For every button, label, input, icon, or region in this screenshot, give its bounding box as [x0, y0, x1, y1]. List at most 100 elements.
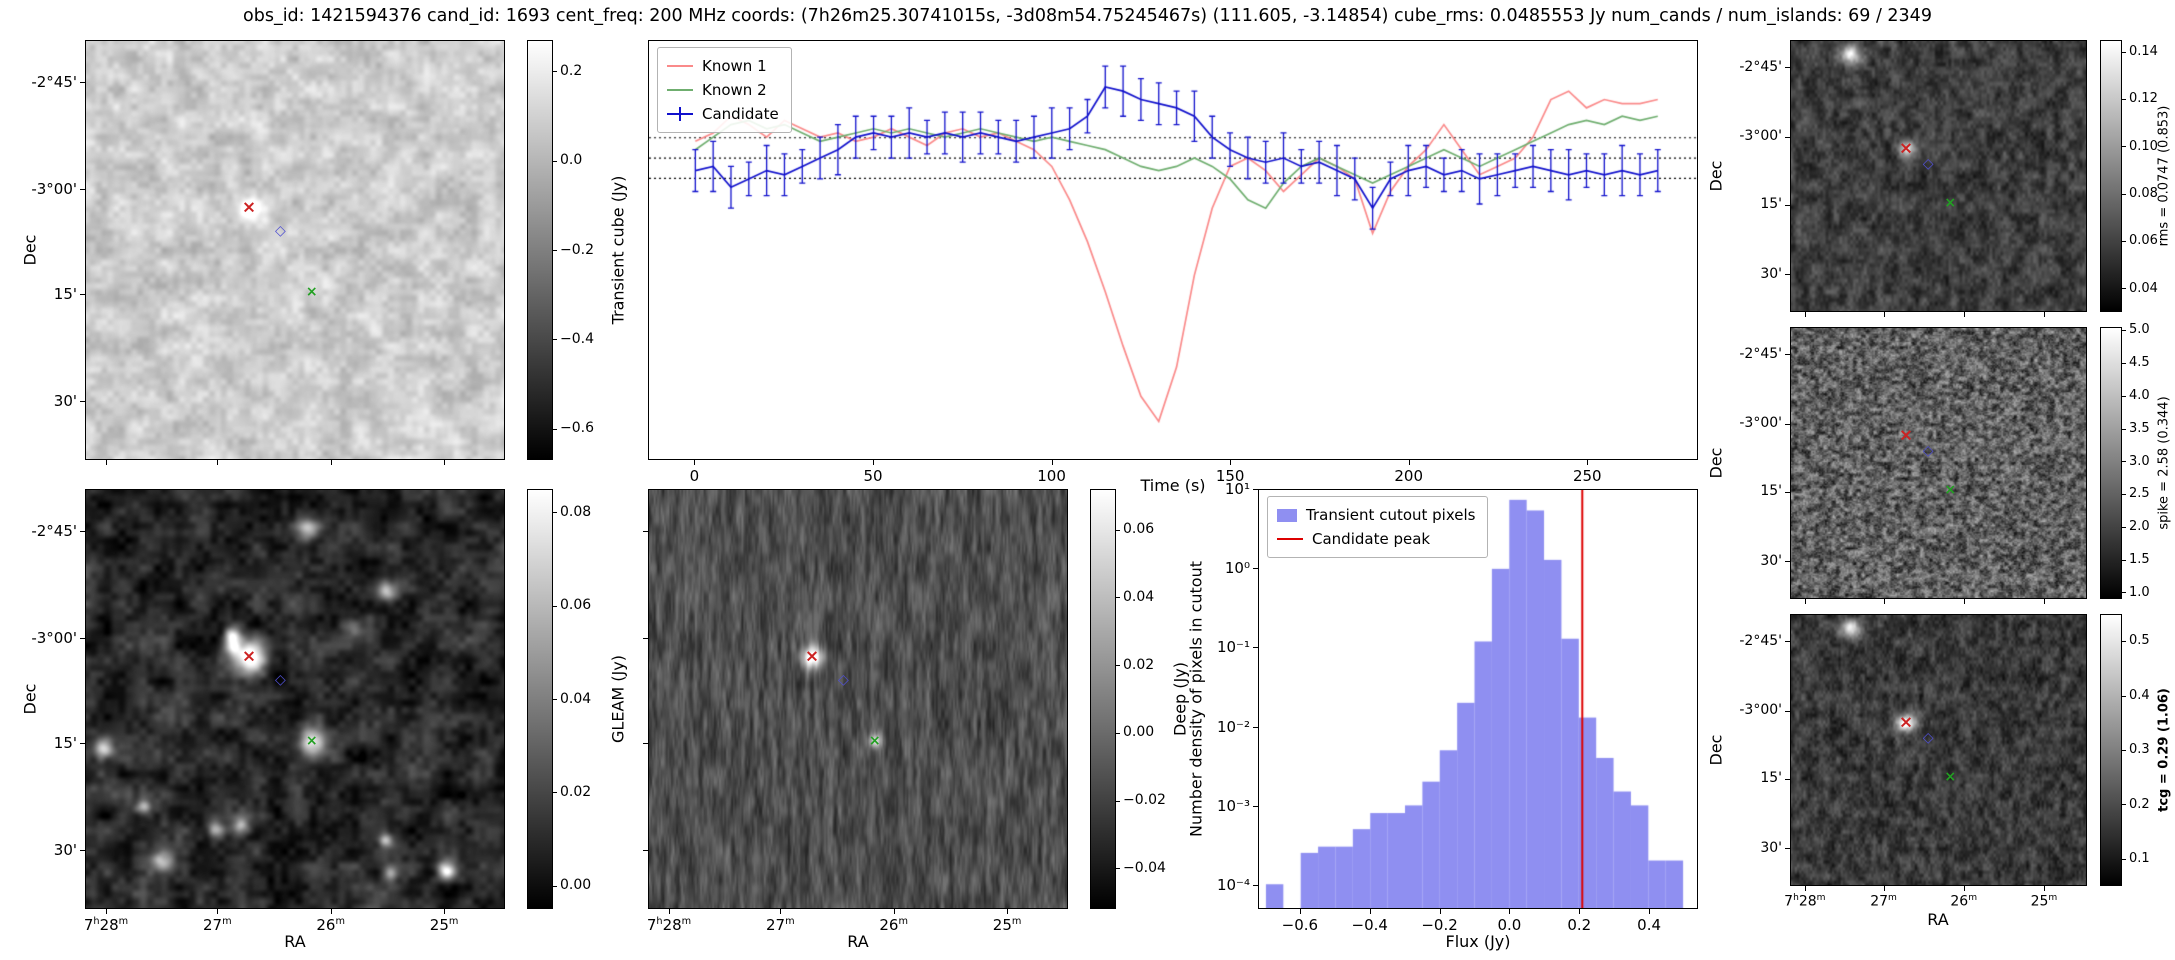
tick-label: 27m — [203, 916, 232, 934]
tick-mark — [2122, 461, 2126, 463]
tick-mark — [80, 401, 85, 403]
tick-mark — [1116, 665, 1120, 667]
tick-mark — [1116, 597, 1120, 599]
tick-mark — [106, 909, 107, 914]
tick-mark — [1253, 568, 1258, 570]
tick-mark — [1579, 909, 1581, 914]
tick-mark — [2122, 99, 2126, 101]
tick-mark — [1587, 460, 1589, 465]
tick-mark — [1785, 67, 1790, 69]
colorbar-tick-label: 0.08 — [560, 503, 592, 520]
tick-mark — [1804, 599, 1806, 604]
histogram-legend: Transient cutout pixels Candidate peak — [1267, 496, 1489, 558]
tick-label: -3°00' — [1739, 702, 1782, 719]
tick-label: 26m — [316, 916, 345, 934]
tcg-canvas — [1791, 615, 2086, 885]
tick-mark — [1299, 909, 1301, 914]
colorbar-tick-label: 0.1 — [2129, 851, 2150, 866]
ra-axis-label: RA — [284, 932, 306, 951]
tick-mark — [553, 339, 557, 341]
tick-mark — [1785, 423, 1790, 425]
tick-mark — [2122, 592, 2126, 594]
known2-line-swatch — [667, 89, 693, 91]
tick-label: −0.6 — [1281, 916, 1319, 934]
transient-cube-canvas — [86, 41, 504, 459]
colorbar-tick-label: 2.5 — [2129, 486, 2150, 502]
tick-label: -3°00' — [1739, 128, 1782, 145]
colorbar-gleam — [527, 489, 553, 909]
histogram-panel: Transient cutout pixels Candidate peak — [1258, 489, 1698, 909]
tick-mark — [217, 460, 219, 465]
tick-mark — [2122, 288, 2126, 290]
colorbar-tick-label: 0.2 — [560, 62, 583, 79]
tick-mark — [80, 82, 85, 83]
tick-mark — [893, 909, 895, 914]
tick-mark — [2043, 886, 2045, 891]
known1-line-swatch — [667, 65, 693, 67]
tick-mark — [1785, 273, 1790, 275]
tick-mark — [694, 460, 696, 465]
colorbar-tick-label: 0.06 — [560, 597, 592, 614]
tick-label: 25m — [992, 916, 1022, 934]
candidate-peak-line-swatch — [1277, 538, 1303, 540]
tick-mark — [80, 189, 85, 191]
tick-mark — [2043, 312, 2045, 317]
colorbar-tick-label: 0.00 — [560, 877, 592, 894]
legend-label: Known 2 — [702, 81, 767, 99]
colorbar-tick-label: 0.04 — [560, 690, 592, 707]
tick-mark — [1649, 909, 1651, 914]
tick-mark — [80, 294, 85, 296]
tick-mark — [1804, 312, 1806, 317]
tick-mark — [2122, 363, 2126, 365]
tick-mark — [217, 909, 219, 914]
tick-mark — [553, 160, 557, 162]
tick-mark — [1785, 136, 1790, 138]
tick-label: 0.4 — [1637, 916, 1662, 934]
tick-mark — [2122, 559, 2126, 561]
time-axis-label: Time (s) — [1140, 476, 1206, 495]
colorbar-tick-label: 1.0 — [2129, 584, 2150, 600]
tick-label: 7h28m — [1784, 893, 1826, 910]
tick-mark — [80, 743, 85, 745]
tick-mark — [2122, 804, 2126, 806]
spike-map: × ◇ × — [1790, 327, 2087, 599]
tick-mark — [553, 885, 557, 887]
legend-label: Known 1 — [702, 57, 767, 75]
tick-label: 30' — [1760, 265, 1782, 282]
colorbar-tick-label: 0.02 — [560, 783, 592, 800]
colorbar-tick-label: 1.5 — [2129, 551, 2150, 567]
tick-mark — [553, 250, 557, 251]
lightcurve-legend: Known 1 Known 2 Candidate — [657, 47, 792, 133]
colorbar-tick-label: 0.08 — [2129, 185, 2158, 201]
deep-canvas — [649, 490, 1067, 908]
tick-mark — [1230, 460, 1232, 465]
tick-mark — [780, 909, 782, 914]
tick-label: -2°45' — [1739, 632, 1782, 649]
ra-axis-label: RA — [847, 932, 869, 951]
tick-label: −0.4 — [1351, 916, 1388, 934]
tick-label: 10⁻² — [1216, 717, 1250, 736]
tcg-map: × ◇ × — [1790, 614, 2087, 886]
tick-mark — [2122, 146, 2126, 148]
tick-mark — [2122, 330, 2126, 332]
colorbar-tick-label: 0.4 — [2129, 687, 2150, 703]
tick-label: 0.0 — [1497, 916, 1522, 934]
deep-map: × ◇ × — [648, 489, 1068, 909]
tick-mark — [2122, 51, 2126, 53]
tick-mark — [553, 428, 557, 430]
tick-mark — [669, 909, 670, 914]
tick-mark — [553, 71, 557, 73]
tick-label: 15' — [1760, 196, 1782, 213]
tick-mark — [553, 792, 557, 794]
gleam-map: × ◇ × — [85, 489, 505, 909]
tick-label: -2°45' — [1739, 345, 1782, 362]
tick-mark — [2122, 695, 2126, 697]
tick-label: 10¹ — [1224, 480, 1250, 498]
colorbar-tick-label: 0.14 — [2129, 44, 2158, 60]
legend-item-cutout-pixels: Transient cutout pixels — [1277, 503, 1475, 527]
tick-label: 0.2 — [1567, 916, 1592, 934]
transient-cube-map: × ◇ × — [85, 40, 505, 460]
tick-mark — [80, 531, 85, 532]
tick-label: 10⁻¹ — [1216, 638, 1250, 657]
tick-mark — [643, 531, 648, 532]
